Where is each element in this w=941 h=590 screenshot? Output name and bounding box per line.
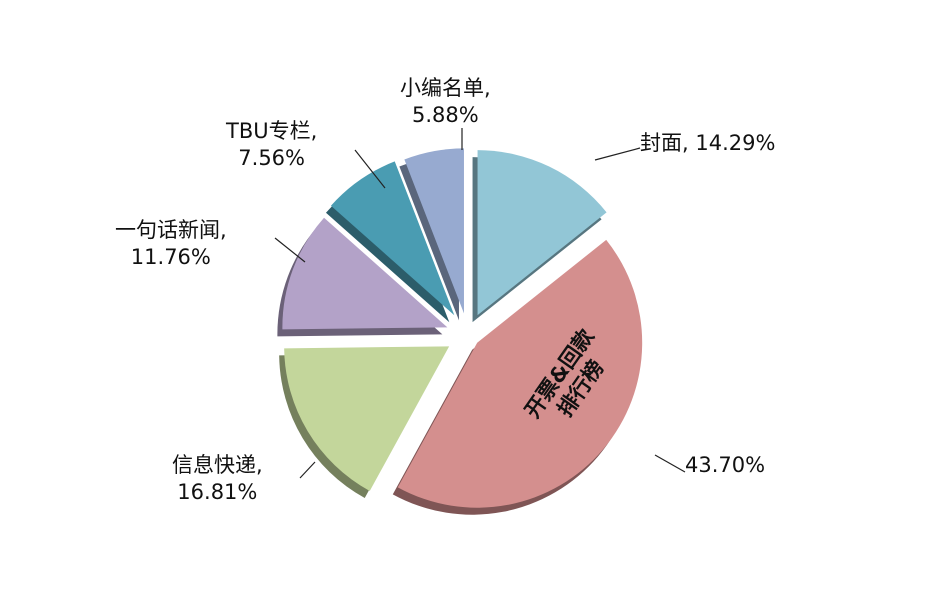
slice-2: [284, 346, 450, 491]
leader-line-3: [274, 237, 306, 263]
label-xinxi: 信息快递, 16.81%: [172, 453, 263, 504]
slice-4: [330, 161, 455, 316]
slice-1: [397, 239, 643, 508]
label-xiaobian: 小编名单, 5.88%: [400, 76, 491, 127]
leader-line-2: [299, 461, 316, 479]
label-kaipiao-percent: 43.70%: [685, 453, 766, 477]
slice-3: [282, 217, 448, 330]
leader-line-4: [354, 149, 386, 189]
slice-0: [477, 150, 607, 316]
label-yijuhua: 一句话新闻, 11.76%: [115, 218, 227, 269]
label-tbu: TBU专栏, 7.56%: [226, 119, 318, 170]
slice-5: [404, 148, 464, 314]
leader-line-1: [654, 454, 686, 473]
leader-line-0: [594, 147, 641, 161]
label-fengmian: 封面, 14.29%: [640, 131, 776, 155]
